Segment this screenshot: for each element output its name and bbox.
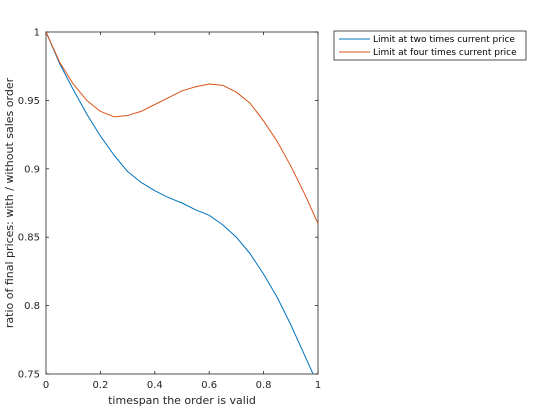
series-line-four-times — [46, 32, 318, 224]
legend-entry-two-times: Limit at two times current price — [373, 35, 515, 45]
legend-entry-four-times: Limit at four times current price — [373, 48, 517, 58]
legend: Limit at two times current price Limit a… — [333, 30, 527, 61]
x-tick-label: 0.4 — [147, 380, 163, 391]
y-axis-ticks: 0.75 0.8 0.85 0.9 0.95 1 — [18, 28, 318, 381]
series-line-two-times — [46, 32, 314, 374]
x-tick-label: 0.6 — [201, 380, 217, 391]
y-tick-label: 0.9 — [24, 164, 40, 175]
x-tick-label: 1 — [315, 380, 321, 391]
plot-area: 0 0.2 0.4 0.6 0.8 1 0.75 0.8 0.85 0.9 0.95 1 — [18, 28, 321, 392]
x-tick-label: 0 — [43, 380, 49, 391]
x-axis-ticks: 0 0.2 0.4 0.6 0.8 1 — [43, 32, 321, 391]
y-tick-label: 0.95 — [18, 96, 40, 107]
y-tick-label: 1 — [34, 28, 40, 39]
series-lines — [46, 32, 318, 374]
y-tick-label: 0.85 — [18, 233, 40, 244]
y-axis-label: ratio of final prices: with / without sa… — [3, 77, 16, 328]
y-tick-label: 0.8 — [24, 301, 40, 312]
x-tick-label: 0.2 — [92, 380, 108, 391]
legend-box — [333, 30, 527, 61]
y-tick-label: 0.75 — [18, 370, 40, 381]
x-axis-label: timespan the order is valid — [108, 394, 256, 407]
x-tick-label: 0.8 — [256, 380, 272, 391]
